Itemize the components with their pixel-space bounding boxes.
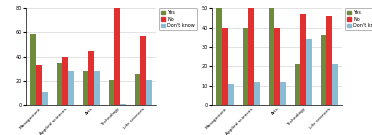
Bar bbox=[68, 71, 74, 105]
Bar bbox=[83, 71, 88, 105]
Bar bbox=[94, 71, 100, 105]
Bar bbox=[254, 82, 260, 105]
Bar bbox=[146, 80, 152, 105]
Bar bbox=[306, 39, 312, 105]
Bar bbox=[248, 8, 254, 105]
Legend: Yes, No, Don't know: Yes, No, Don't know bbox=[345, 8, 372, 30]
Bar bbox=[300, 14, 306, 105]
Bar bbox=[62, 57, 68, 105]
Bar bbox=[114, 8, 120, 105]
Bar bbox=[31, 34, 36, 105]
Bar bbox=[295, 65, 300, 105]
Bar bbox=[57, 63, 62, 105]
Bar bbox=[274, 28, 280, 105]
Bar bbox=[269, 6, 274, 105]
Bar bbox=[280, 82, 286, 105]
Bar bbox=[222, 28, 228, 105]
Bar bbox=[228, 84, 234, 105]
Bar bbox=[88, 51, 94, 105]
Legend: Yes, No, Don't know: Yes, No, Don't know bbox=[159, 8, 197, 30]
Bar bbox=[140, 36, 146, 105]
Bar bbox=[326, 16, 332, 105]
Bar bbox=[135, 74, 140, 105]
Bar bbox=[120, 104, 126, 105]
Bar bbox=[36, 65, 42, 105]
Bar bbox=[332, 65, 338, 105]
Bar bbox=[217, 6, 222, 105]
Bar bbox=[42, 92, 48, 105]
Bar bbox=[109, 80, 114, 105]
Bar bbox=[321, 35, 326, 105]
Bar bbox=[243, 28, 248, 105]
